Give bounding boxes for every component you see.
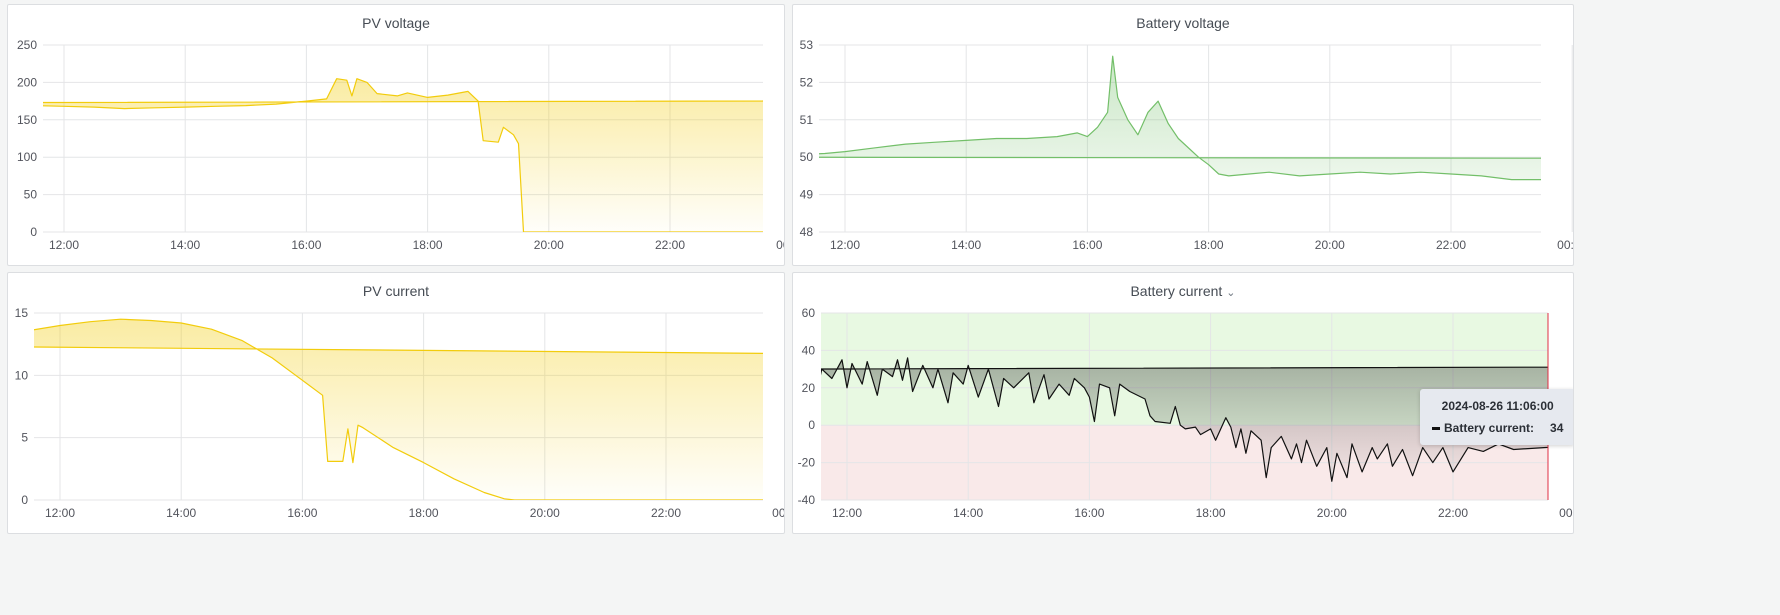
x-tick-label: 20:00	[1317, 506, 1347, 520]
x-tick-label: 22:00	[655, 238, 685, 252]
x-tick-label: 18:00	[409, 506, 439, 520]
tooltip-time: 2024-08-26 11:06:00	[1441, 399, 1554, 413]
y-tick-label: 0	[21, 493, 28, 507]
x-tick-label: 22:00	[1438, 506, 1468, 520]
panel-battery-current: Battery current ⌄ -40 -20 0 20 40 60 12:00 14:00…	[792, 272, 1574, 534]
panel-title[interactable]: PV current	[362, 283, 430, 299]
y-tick-label: 5	[21, 431, 28, 445]
y-tick-label: 200	[17, 75, 37, 89]
y-tick-label: 0	[30, 225, 37, 239]
series-line[interactable]	[8, 318, 785, 500]
series-line[interactable]	[793, 347, 1574, 482]
y-tick-label: 60	[802, 306, 816, 320]
x-tick-label: 16:00	[287, 506, 317, 520]
x-tick-label: 14:00	[953, 506, 983, 520]
y-tick-label: 100	[17, 150, 37, 164]
tooltip-row: Battery current: 34	[1432, 421, 1563, 435]
x-tick-label: 16:00	[291, 238, 321, 252]
x-tick-label: 12:00	[832, 506, 862, 520]
y-tick-label: 51	[800, 113, 814, 127]
x-tick-label: 18:00	[413, 238, 443, 252]
x-tick-label: 16:00	[1072, 238, 1102, 252]
y-tick-label: 0	[808, 418, 815, 432]
y-tick-label: 10	[15, 368, 29, 382]
panel-title[interactable]: Battery voltage	[1136, 15, 1230, 31]
x-tick-label: 20:00	[530, 506, 560, 520]
chevron-down-icon[interactable]: ⌄	[1226, 287, 1236, 299]
y-tick-label: 48	[800, 225, 814, 239]
y-tick-label: 150	[17, 113, 37, 127]
x-tick-label: 12:00	[830, 238, 860, 252]
series-area	[34, 319, 763, 500]
tooltip-value: 34	[1550, 421, 1564, 435]
x-tick-label: 14:00	[166, 506, 196, 520]
panel-pv-current: PV current 0 5 10 15 12:00 14:00 16:00 18:00 20:…	[7, 272, 785, 534]
x-tick-label: 00:00	[1559, 506, 1574, 520]
x-tick-label: 12:00	[49, 238, 79, 252]
series-area	[43, 78, 763, 232]
x-tick-label: 18:00	[1194, 238, 1224, 252]
x-tick-label: 00:00	[1557, 238, 1574, 252]
y-tick-label: 50	[24, 188, 38, 202]
series-area	[821, 357, 1548, 482]
y-tick-label: -20	[798, 456, 816, 470]
panel-title[interactable]: PV voltage	[362, 15, 430, 31]
x-tick-label: 14:00	[170, 238, 200, 252]
x-tick-label: 22:00	[651, 506, 681, 520]
x-tick-label: 22:00	[1436, 238, 1466, 252]
series-line[interactable]	[793, 55, 1574, 198]
panel-pv-voltage: PV voltage 0 50 100 150 200 250 12:00 14:00 16:0…	[7, 4, 785, 266]
y-tick-label: 250	[17, 38, 37, 52]
x-tick-label: 14:00	[951, 238, 981, 252]
series-line[interactable]	[8, 78, 785, 232]
y-tick-label: 53	[800, 38, 814, 52]
panel-battery-voltage: Battery voltage 48 49 50 51 52 53 12:00 14:00 16…	[792, 4, 1574, 266]
chart-pv-current[interactable]: 0 5 10 15 12:00 14:00 16:00 18:00 20:00 22:00 00:0…	[8, 273, 785, 534]
tooltip-series-name: Battery current:	[1444, 421, 1535, 435]
panel-title[interactable]: Battery current ⌄	[793, 283, 1573, 299]
x-tick-label: 16:00	[1074, 506, 1104, 520]
y-tick-label: -40	[798, 493, 816, 507]
chart-tooltip: 2024-08-26 11:06:00 Battery current: 34	[1420, 389, 1573, 445]
panel-title-text: Battery current	[1130, 283, 1223, 299]
x-tick-label: 00:00	[772, 506, 785, 520]
x-tick-label: 12:00	[45, 506, 75, 520]
chart-pv-voltage[interactable]: 0 50 100 150 200 250 12:00 14:00 16:00 18:00 20:00…	[8, 5, 785, 266]
y-tick-label: 52	[800, 75, 814, 89]
y-tick-label: 15	[15, 306, 29, 320]
x-tick-label: 00:00	[776, 238, 785, 252]
y-tick-label: 20	[802, 381, 816, 395]
y-tick-label: 50	[800, 150, 814, 164]
y-tick-label: 49	[800, 188, 814, 202]
x-tick-label: 20:00	[534, 238, 564, 252]
legend-swatch	[1432, 426, 1440, 430]
y-tick-label: 40	[802, 343, 816, 357]
x-tick-label: 20:00	[1315, 238, 1345, 252]
series-area	[819, 56, 1541, 180]
chart-battery-voltage[interactable]: 48 49 50 51 52 53 12:00 14:00 16:00 18:00 20:00 22:…	[793, 5, 1574, 266]
x-tick-label: 18:00	[1196, 506, 1226, 520]
